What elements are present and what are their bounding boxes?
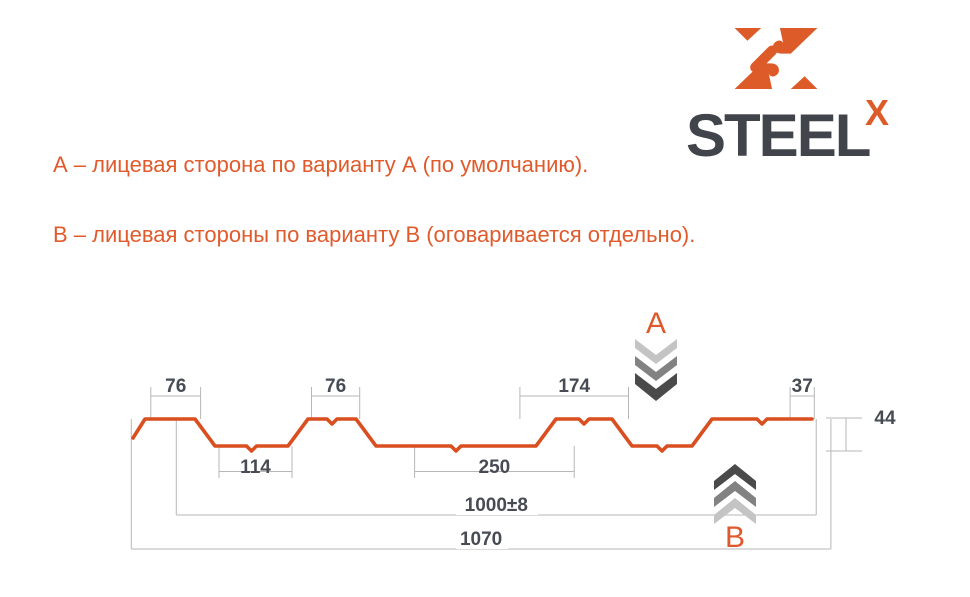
svg-text:174: 174 [558,376,590,397]
svg-text:A: A [646,307,666,340]
svg-text:76: 76 [165,376,186,397]
svg-text:1070: 1070 [460,529,502,550]
svg-text:37: 37 [792,376,813,397]
svg-text:1000±8: 1000±8 [465,495,528,516]
svg-text:76: 76 [325,376,346,397]
svg-text:114: 114 [240,457,271,478]
svg-text:B: B [725,521,745,554]
svg-text:250: 250 [479,457,511,478]
svg-text:44: 44 [874,408,896,429]
